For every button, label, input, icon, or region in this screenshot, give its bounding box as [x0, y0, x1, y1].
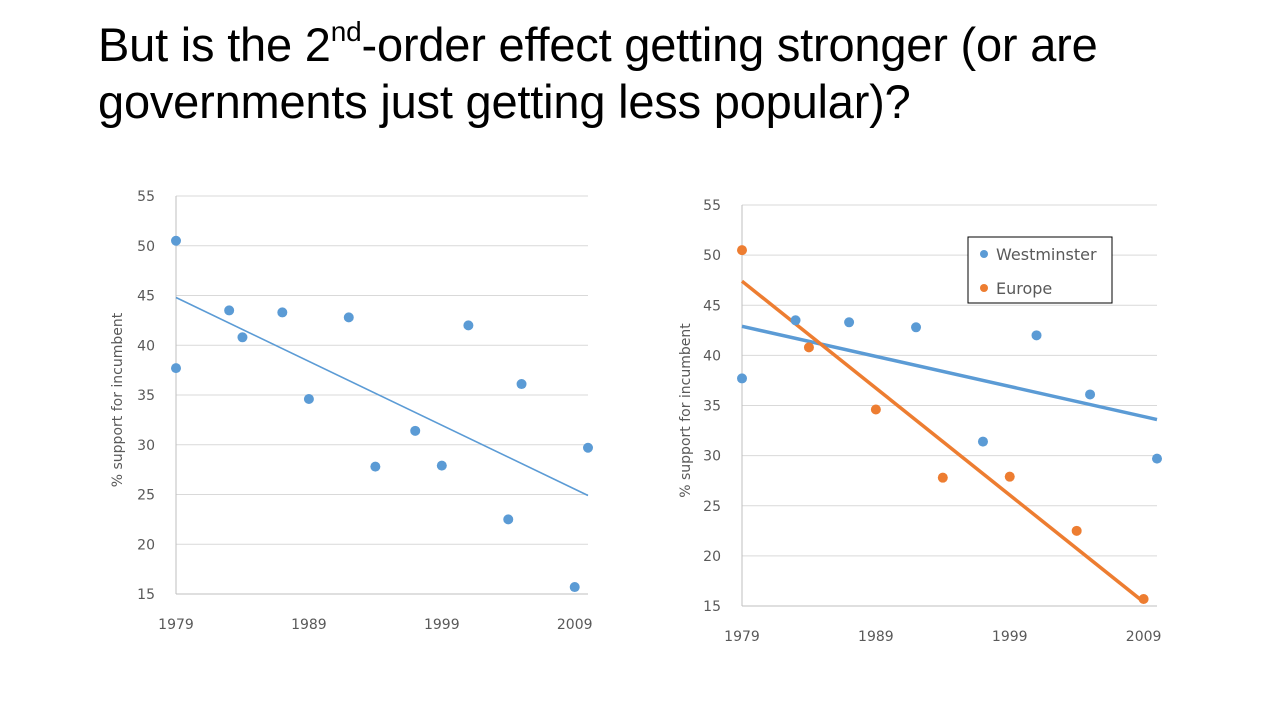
y-tick-label: 30 [703, 449, 721, 465]
y-axis-label: % support for incumbent [110, 312, 126, 487]
data-point [303, 393, 314, 404]
y-tick-label: 30 [137, 438, 155, 454]
data-point [569, 582, 580, 593]
y-tick-label: 20 [703, 549, 721, 565]
data-point [171, 363, 181, 374]
data-point [1004, 471, 1015, 482]
data-point [583, 442, 593, 453]
trendline-series-1 [175, 296, 589, 497]
y-tick-label: 20 [137, 537, 155, 553]
slide-title: But is the 2nd-order effect getting stro… [98, 16, 1258, 130]
trendline-westminster [741, 324, 1158, 422]
x-tick-label: 2009 [557, 617, 593, 633]
data-point [911, 322, 922, 333]
data-point [977, 436, 988, 447]
chart-1: 15 20 25 30 35 40 45 50 55 1979 1989 1999 2009 % supp… [110, 189, 593, 633]
data-point [370, 461, 381, 472]
x-tick-label: 1979 [724, 629, 760, 645]
y-tick-label: 40 [137, 338, 155, 354]
data-point [1085, 389, 1096, 400]
data-point [277, 307, 288, 318]
data-point [1031, 330, 1042, 341]
data-point [1071, 525, 1082, 536]
chart-2: 15 20 25 30 35 40 45 50 55 1979 1989 1999 2009 % supp… [678, 198, 1162, 645]
y-tick-label: 50 [703, 248, 721, 264]
data-point [1152, 453, 1162, 464]
x-tick-label: 2009 [1126, 629, 1162, 645]
data-point [436, 460, 447, 471]
data-point [463, 320, 474, 331]
data-point [410, 425, 421, 436]
x-tick-label: 1989 [291, 617, 327, 633]
y-tick-label: 50 [137, 239, 155, 255]
title-superscript: nd [330, 16, 362, 47]
data-point [343, 312, 354, 323]
title-text-pre: But is the 2 [98, 18, 331, 71]
data-point [171, 235, 181, 246]
data-point [503, 514, 514, 525]
x-tick-label: 1989 [858, 629, 894, 645]
data-point [870, 404, 881, 415]
legend-marker [980, 284, 988, 292]
legend-box [967, 236, 1113, 304]
data-point [790, 315, 801, 326]
legend-label: Westminster [996, 245, 1097, 264]
y-tick-label: 40 [703, 348, 721, 364]
y-tick-label: 25 [137, 488, 155, 504]
data-point [1138, 593, 1149, 604]
y-tick-label: 35 [703, 399, 721, 415]
y-axis-label: % support for incumbent [678, 323, 694, 498]
data-point [224, 305, 235, 316]
data-point [803, 342, 814, 353]
data-point [516, 379, 527, 390]
legend-marker [980, 250, 988, 258]
data-point [937, 472, 948, 483]
y-tick-label: 55 [137, 189, 155, 205]
data-point [737, 245, 747, 256]
y-tick-label: 55 [703, 198, 721, 214]
y-tick-label: 45 [137, 289, 155, 305]
data-point [844, 317, 855, 328]
x-tick-label: 1999 [424, 617, 460, 633]
x-tick-label: 1999 [992, 629, 1028, 645]
y-tick-label: 15 [137, 587, 155, 603]
legend-label: Europe [996, 279, 1052, 298]
x-tick-label: 1979 [158, 617, 194, 633]
legend: Westminster Europe [967, 236, 1113, 304]
y-tick-label: 15 [703, 599, 721, 615]
title-text-post: -order effect getting stronger (or are g… [98, 18, 1098, 128]
trendline-europe [740, 279, 1145, 604]
y-tick-label: 45 [703, 298, 721, 314]
data-point [737, 373, 747, 384]
data-point [237, 332, 248, 343]
y-tick-label: 35 [137, 388, 155, 404]
y-tick-label: 25 [703, 499, 721, 515]
